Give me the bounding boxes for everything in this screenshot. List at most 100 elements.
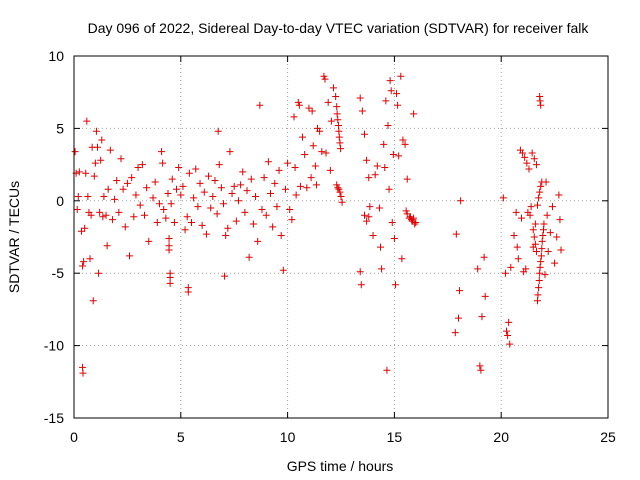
data-point bbox=[333, 110, 341, 118]
data-point bbox=[80, 258, 88, 266]
data-point bbox=[528, 149, 536, 157]
data-point bbox=[308, 107, 316, 115]
data-point bbox=[537, 101, 545, 109]
data-point bbox=[391, 281, 399, 289]
data-point bbox=[398, 255, 406, 263]
x-tick-label: 15 bbox=[387, 429, 403, 445]
data-point bbox=[411, 220, 419, 228]
data-point bbox=[103, 242, 111, 250]
data-point bbox=[481, 292, 489, 300]
chart-title: Day 096 of 2022, Sidereal Day-to-day VTE… bbox=[88, 20, 590, 36]
data-point bbox=[194, 203, 202, 211]
data-point bbox=[363, 217, 371, 225]
data-point bbox=[401, 140, 409, 148]
data-point bbox=[185, 169, 193, 177]
data-point bbox=[155, 200, 163, 208]
data-point bbox=[394, 101, 402, 109]
data-point bbox=[334, 116, 342, 124]
data-point bbox=[262, 211, 270, 219]
data-point bbox=[309, 142, 317, 150]
data-point bbox=[249, 220, 257, 228]
data-point bbox=[165, 234, 173, 242]
y-tick-label: 0 bbox=[56, 193, 64, 209]
data-point bbox=[517, 214, 525, 222]
x-tick-label: 25 bbox=[600, 429, 616, 445]
data-point bbox=[260, 174, 268, 182]
data-point bbox=[200, 188, 208, 196]
data-point bbox=[451, 329, 459, 337]
data-point bbox=[377, 243, 385, 251]
data-point bbox=[530, 233, 538, 241]
data-point bbox=[316, 127, 324, 135]
data-point bbox=[175, 163, 183, 171]
data-point bbox=[84, 192, 92, 200]
data-point bbox=[98, 136, 106, 144]
data-point bbox=[535, 284, 543, 292]
data-point bbox=[373, 162, 381, 170]
data-point bbox=[221, 272, 229, 280]
data-point bbox=[187, 219, 195, 227]
data-point bbox=[399, 136, 407, 144]
x-tick-label: 5 bbox=[177, 429, 185, 445]
data-point bbox=[454, 314, 462, 322]
data-point bbox=[281, 185, 289, 193]
data-point bbox=[478, 313, 486, 321]
data-point bbox=[71, 148, 79, 156]
data-point bbox=[385, 185, 393, 193]
data-point bbox=[327, 117, 335, 125]
data-point bbox=[165, 246, 173, 254]
data-point bbox=[312, 181, 320, 189]
data-point bbox=[456, 287, 464, 295]
data-point bbox=[542, 178, 550, 186]
data-point bbox=[232, 217, 240, 225]
data-point bbox=[402, 207, 410, 215]
data-point bbox=[452, 230, 460, 238]
data-point bbox=[397, 72, 405, 80]
data-point bbox=[503, 327, 511, 335]
data-point bbox=[86, 255, 94, 263]
data-point bbox=[510, 232, 518, 240]
data-point bbox=[73, 205, 81, 213]
data-point bbox=[279, 266, 287, 274]
data-point bbox=[234, 197, 242, 205]
data-point bbox=[140, 211, 148, 219]
data-point bbox=[537, 258, 545, 266]
data-point bbox=[537, 252, 545, 260]
data-point bbox=[295, 101, 303, 109]
y-tick-label: -15 bbox=[44, 410, 64, 426]
data-point bbox=[134, 163, 142, 171]
data-point bbox=[256, 101, 264, 109]
data-point bbox=[474, 265, 482, 273]
data-point bbox=[91, 159, 99, 167]
data-point bbox=[536, 188, 544, 196]
data-points bbox=[71, 72, 565, 377]
data-point bbox=[75, 168, 83, 176]
data-point bbox=[356, 268, 364, 276]
data-point bbox=[183, 213, 191, 221]
data-point bbox=[535, 276, 543, 284]
data-point bbox=[158, 148, 166, 156]
y-tick-label: 10 bbox=[48, 48, 64, 64]
data-point bbox=[128, 174, 136, 182]
data-point bbox=[74, 192, 82, 200]
data-point bbox=[97, 156, 105, 164]
data-point bbox=[271, 179, 279, 187]
data-point bbox=[366, 203, 374, 211]
data-point bbox=[79, 369, 87, 377]
data-point bbox=[514, 255, 522, 263]
data-point bbox=[506, 340, 514, 348]
data-point bbox=[381, 163, 389, 171]
data-point bbox=[336, 139, 344, 147]
data-point bbox=[307, 174, 315, 182]
data-point bbox=[111, 195, 119, 203]
data-point bbox=[214, 127, 222, 135]
data-point bbox=[380, 140, 388, 148]
data-point bbox=[530, 155, 538, 163]
data-point bbox=[301, 150, 309, 158]
data-point bbox=[284, 159, 292, 167]
data-point bbox=[332, 93, 340, 101]
data-point bbox=[532, 247, 540, 255]
data-point bbox=[226, 148, 234, 156]
data-point bbox=[363, 156, 371, 164]
